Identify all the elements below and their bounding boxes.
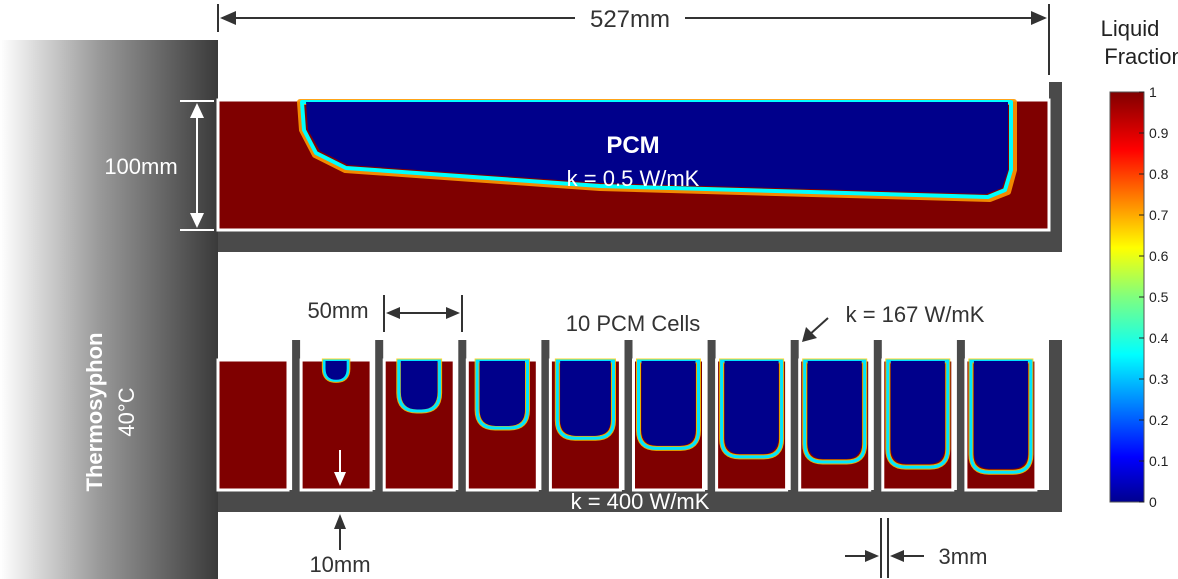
colorbar-tick-label: 1 — [1149, 84, 1157, 100]
cell-solid-pcm — [560, 360, 611, 436]
arrow-right-icon — [446, 307, 460, 319]
colorbar-title-line1: Liquid — [1101, 16, 1160, 41]
colorbar-tick-label: 0.5 — [1149, 289, 1169, 305]
cell-melt-front-inner — [322, 359, 350, 382]
cell-wall-fin — [873, 340, 882, 490]
colorbar-tick-label: 0.2 — [1149, 412, 1169, 428]
cell-wall-fin — [624, 340, 633, 490]
cell-melt-front-inner — [555, 359, 615, 440]
cell-wall-fin — [790, 340, 799, 490]
dim-cell-width: 50mm — [307, 298, 368, 323]
arrow-down-icon — [190, 213, 204, 228]
colorbar-tick-label: 0.7 — [1149, 207, 1169, 223]
cell-solid-pcm — [400, 360, 438, 410]
cell-melt-front-inner — [969, 359, 1033, 474]
cell-solid-pcm — [890, 360, 945, 464]
cell-solid-pcm — [325, 360, 347, 380]
arrow-right-icon — [1031, 11, 1047, 25]
arrow-up-icon — [334, 514, 346, 529]
cell-wall-fin — [458, 340, 467, 490]
dim-fin-height: 10mm — [309, 552, 370, 577]
thermosyphon-wall — [0, 40, 218, 579]
thermosyphon-label: Thermosyphon — [82, 333, 107, 492]
cell-wall-fin — [292, 340, 301, 490]
cell-melt-front-inner — [886, 359, 950, 469]
cell-melt-front-inner — [475, 359, 529, 430]
arrow-left-icon — [386, 307, 400, 319]
bottom-case: k = 400 W/mK — [216, 340, 1062, 514]
cell-melt-front-inner — [637, 359, 700, 450]
colorbar-tick-label: 0.8 — [1149, 166, 1169, 182]
cell-solid-pcm — [724, 360, 779, 454]
arrow-left-icon — [220, 11, 236, 25]
top-solid-pcm — [306, 102, 1008, 194]
dim-wall-thickness: 3mm — [939, 544, 988, 569]
colorbar: Liquid Fraction 1 0.9 0.8 0.7 0.6 0.5 0.4 0.3 0.… — [1101, 16, 1178, 510]
base-conductivity: k = 400 W/mK — [571, 489, 710, 514]
colorbar-scale — [1109, 91, 1145, 503]
top-right-wall — [1049, 82, 1062, 252]
top-base-plate — [218, 230, 1062, 252]
wall-conductivity: k = 167 W/mK — [846, 302, 985, 327]
cell-solid-pcm — [641, 360, 696, 446]
cell-solid-pcm — [479, 360, 525, 426]
arrow-up-icon — [190, 103, 204, 118]
bottom-base-plate — [218, 490, 1062, 512]
cell-melt-front-inner — [803, 359, 867, 464]
top-melt-front-inner — [300, 100, 1013, 199]
cell-wall-fin — [375, 340, 384, 490]
cell-solid-pcm — [973, 360, 1028, 469]
colorbar-ticks: 1 0.9 0.8 0.7 0.6 0.5 0.4 0.3 0.2 0.1 0 — [1139, 84, 1169, 510]
arrow-left-icon — [890, 550, 904, 562]
arrow-down-icon — [334, 472, 346, 486]
thermosyphon-temperature: 40°C — [114, 387, 139, 436]
arrow-pointer-icon — [802, 327, 817, 342]
pcm-cell — [216, 358, 290, 492]
colorbar-tick-label: 0.1 — [1149, 453, 1169, 469]
bottom-right-wall — [1049, 340, 1062, 512]
colorbar-title-line2: Fraction — [1104, 44, 1178, 69]
colorbar-tick-label: 0.6 — [1149, 248, 1169, 264]
cell-solid-pcm — [807, 360, 862, 459]
colorbar-tick-label: 0.9 — [1149, 125, 1169, 141]
cell-wall-fin — [541, 340, 550, 490]
cell-melt-front-inner — [397, 359, 442, 413]
colorbar-tick-label: 0 — [1149, 494, 1157, 510]
cell-melt-front-inner — [720, 359, 784, 459]
top-pcm-title: PCM — [606, 132, 659, 159]
top-case: PCM k = 0.5 W/mK — [216, 82, 1062, 252]
cell-wall-fin — [707, 340, 716, 490]
arrow-right-icon — [865, 550, 879, 562]
colorbar-tick-label: 0.3 — [1149, 371, 1169, 387]
pcm-cells — [216, 340, 1038, 492]
cells-count-label: 10 PCM Cells — [566, 311, 700, 336]
dim-total-width: 527mm — [590, 6, 670, 33]
dim-height: 100mm — [104, 154, 177, 179]
top-pcm-conductivity: k = 0.5 W/mK — [567, 166, 700, 191]
colorbar-tick-label: 0.4 — [1149, 330, 1169, 346]
cell-wall-fin — [956, 340, 965, 490]
